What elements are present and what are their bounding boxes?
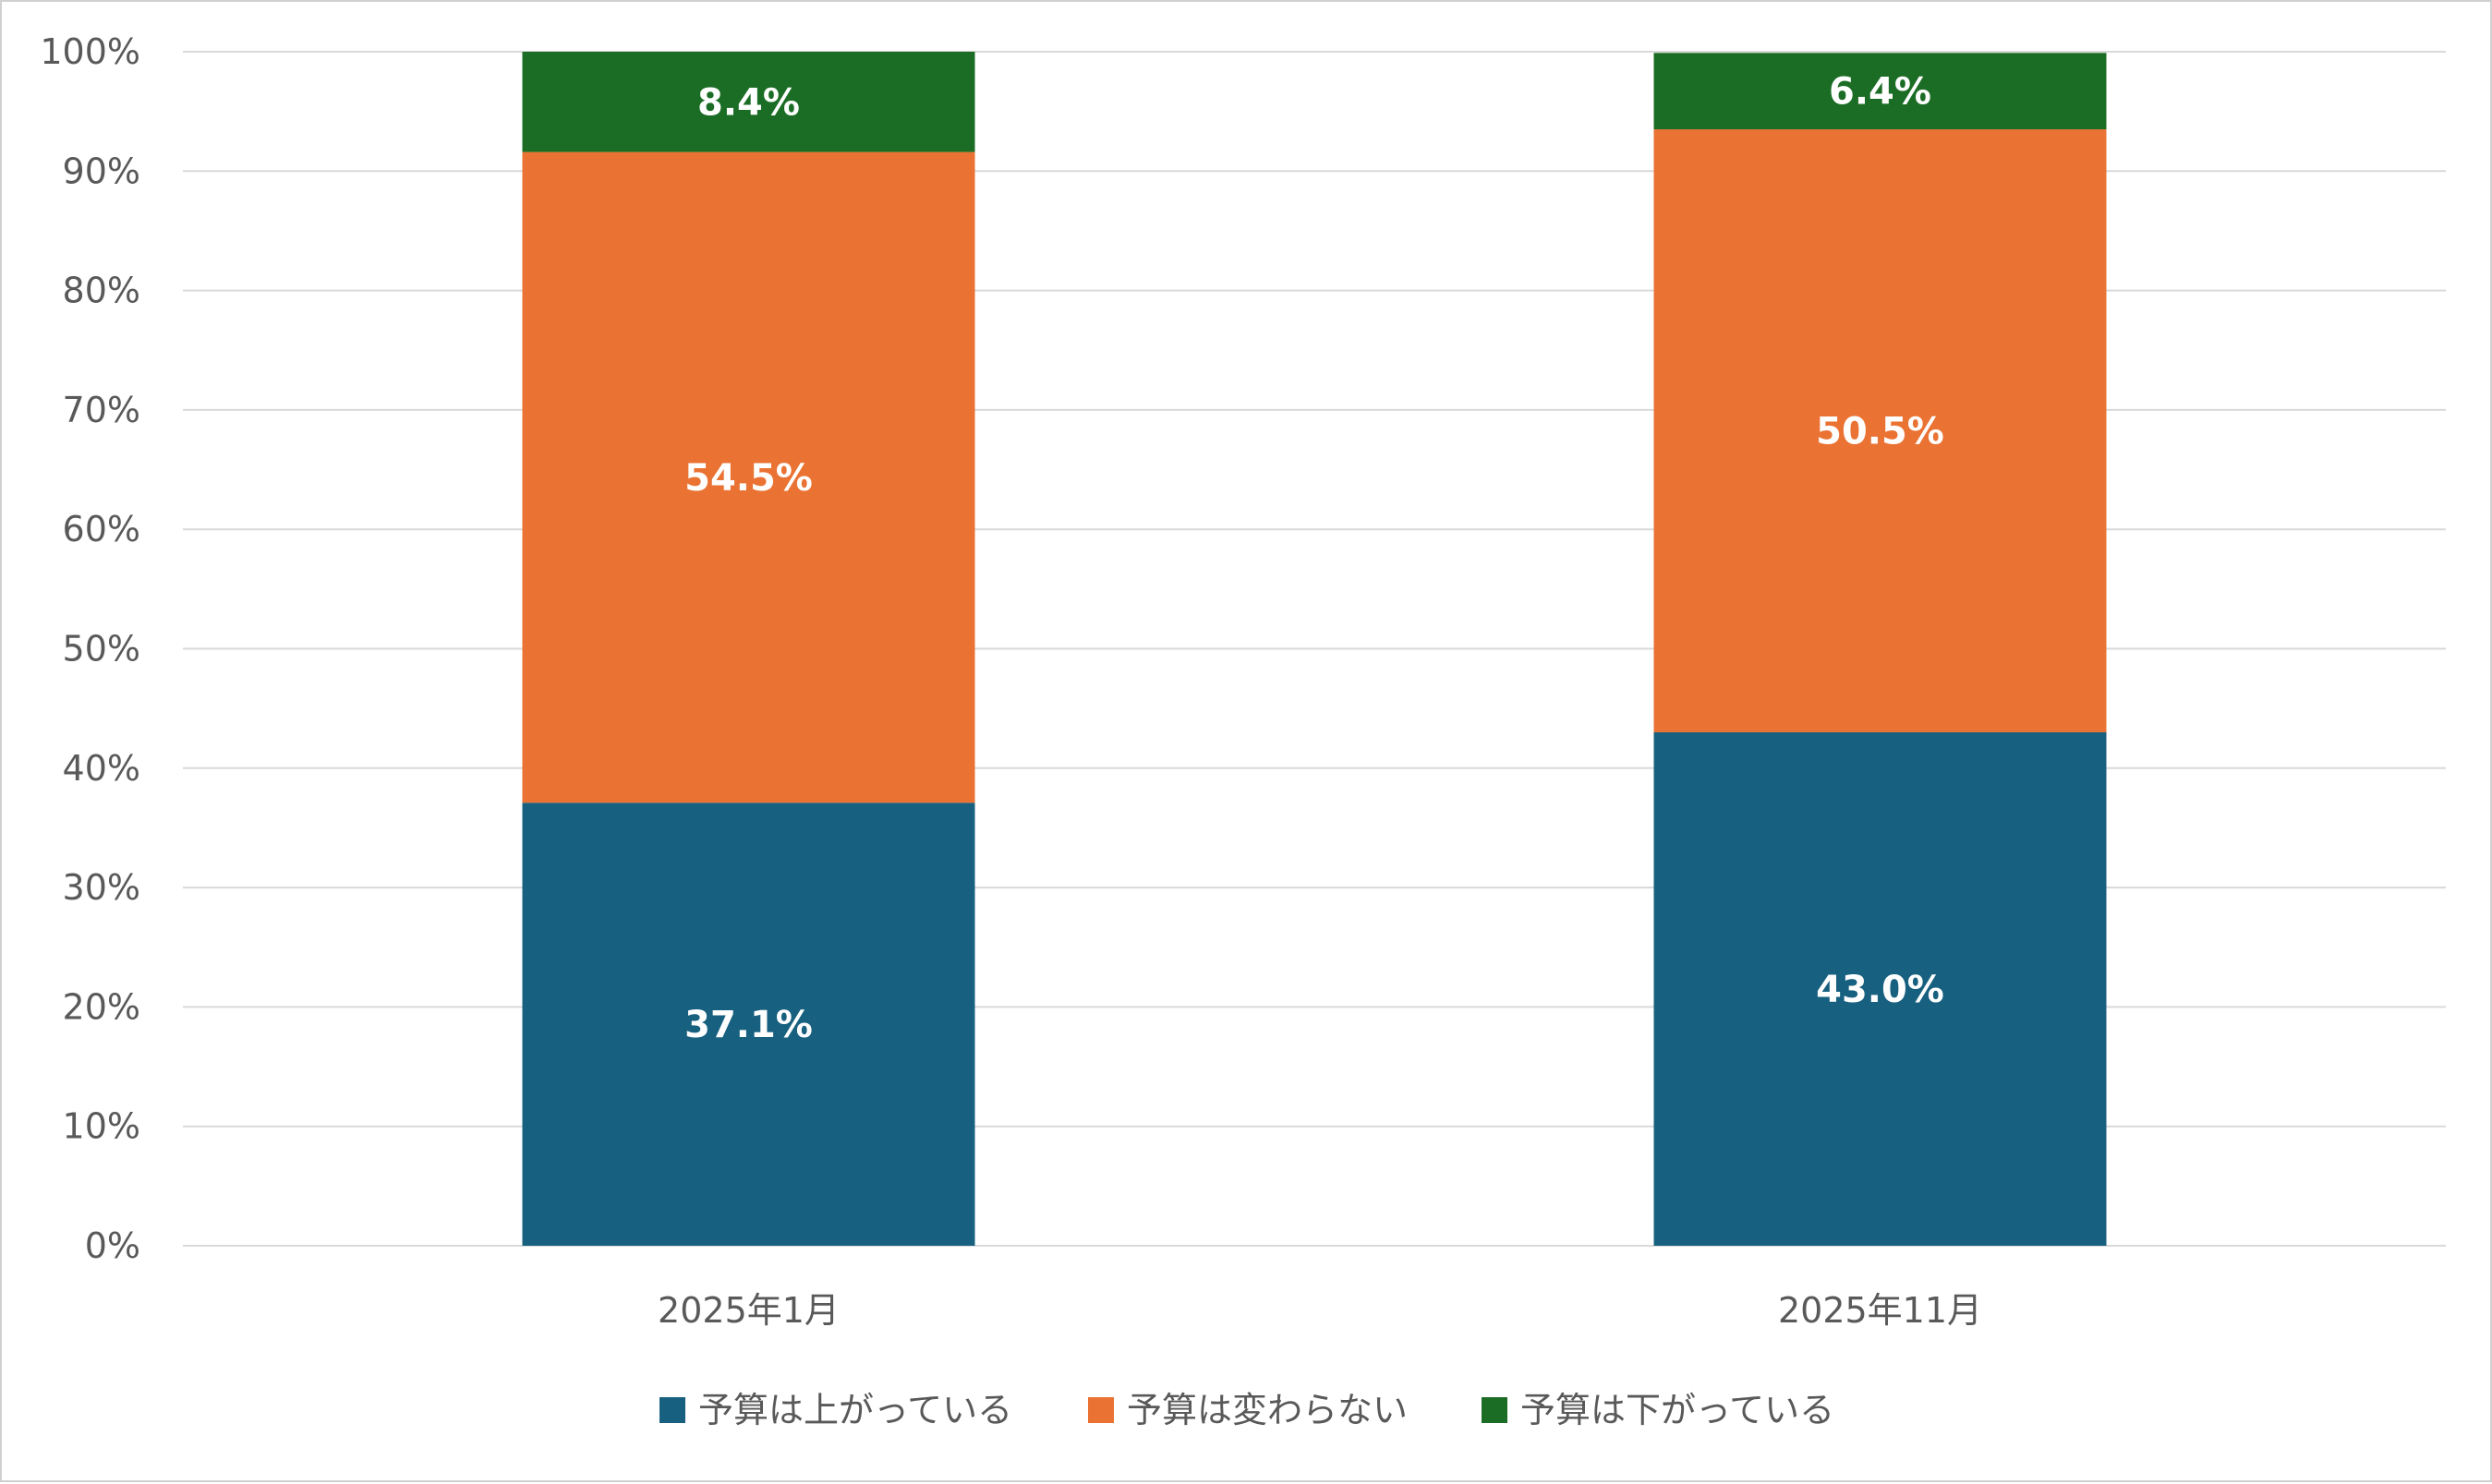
bar-segment <box>522 52 975 152</box>
legend-swatch <box>1482 1397 1507 1423</box>
data-labels: 37.1% 54.5% 8.4% 43.0% 50.5% 6.4% <box>684 71 1944 1046</box>
x-category-label: 2025年1月 <box>658 1290 840 1331</box>
legend-label: 予算は変わらない <box>1127 1390 1408 1430</box>
legend: 予算は上がっている 予算は変わらない 予算は下がっている <box>659 1390 1834 1430</box>
legend-swatch <box>1088 1397 1114 1423</box>
x-category-label: 2025年11月 <box>1778 1290 1982 1331</box>
data-label: 50.5% <box>1816 411 1944 453</box>
legend-label: 予算は下がっている <box>1520 1390 1834 1430</box>
data-label: 54.5% <box>684 457 813 500</box>
y-tick-label: 40% <box>63 748 140 789</box>
legend-swatch <box>659 1397 685 1423</box>
bar-segment <box>1653 53 2107 130</box>
y-tick-label: 30% <box>63 867 140 908</box>
x-axis-category-labels: 2025年1月 2025年11月 <box>658 1290 1982 1331</box>
y-tick-label: 70% <box>63 390 140 430</box>
y-tick-label: 60% <box>63 509 140 549</box>
bar-segment <box>522 151 975 803</box>
legend-item: 予算は下がっている <box>1482 1390 1834 1430</box>
y-tick-label: 80% <box>63 271 140 311</box>
bar-segment <box>1653 129 2107 733</box>
y-tick-label: 90% <box>63 151 140 191</box>
y-tick-label: 50% <box>63 629 140 670</box>
legend-item: 予算は上がっている <box>659 1390 1012 1430</box>
bar-segment <box>1653 732 2107 1246</box>
y-tick-label: 100% <box>40 31 140 72</box>
legend-item: 予算は変わらない <box>1088 1390 1408 1430</box>
y-tick-label: 20% <box>63 986 140 1027</box>
bars <box>522 52 2107 1246</box>
data-label: 6.4% <box>1829 71 1931 114</box>
y-tick-label: 10% <box>63 1106 140 1147</box>
data-label: 37.1% <box>684 1004 813 1046</box>
data-label: 43.0% <box>1816 969 1944 1011</box>
legend-label: 予算は上がっている <box>698 1390 1012 1430</box>
data-label: 8.4% <box>697 81 800 124</box>
bar-segment <box>522 802 975 1246</box>
y-axis-tick-labels: 0% 10% 20% 30% 40% 50% 60% 70% 80% 90% 100% <box>40 31 140 1266</box>
y-tick-label: 0% <box>85 1225 140 1266</box>
